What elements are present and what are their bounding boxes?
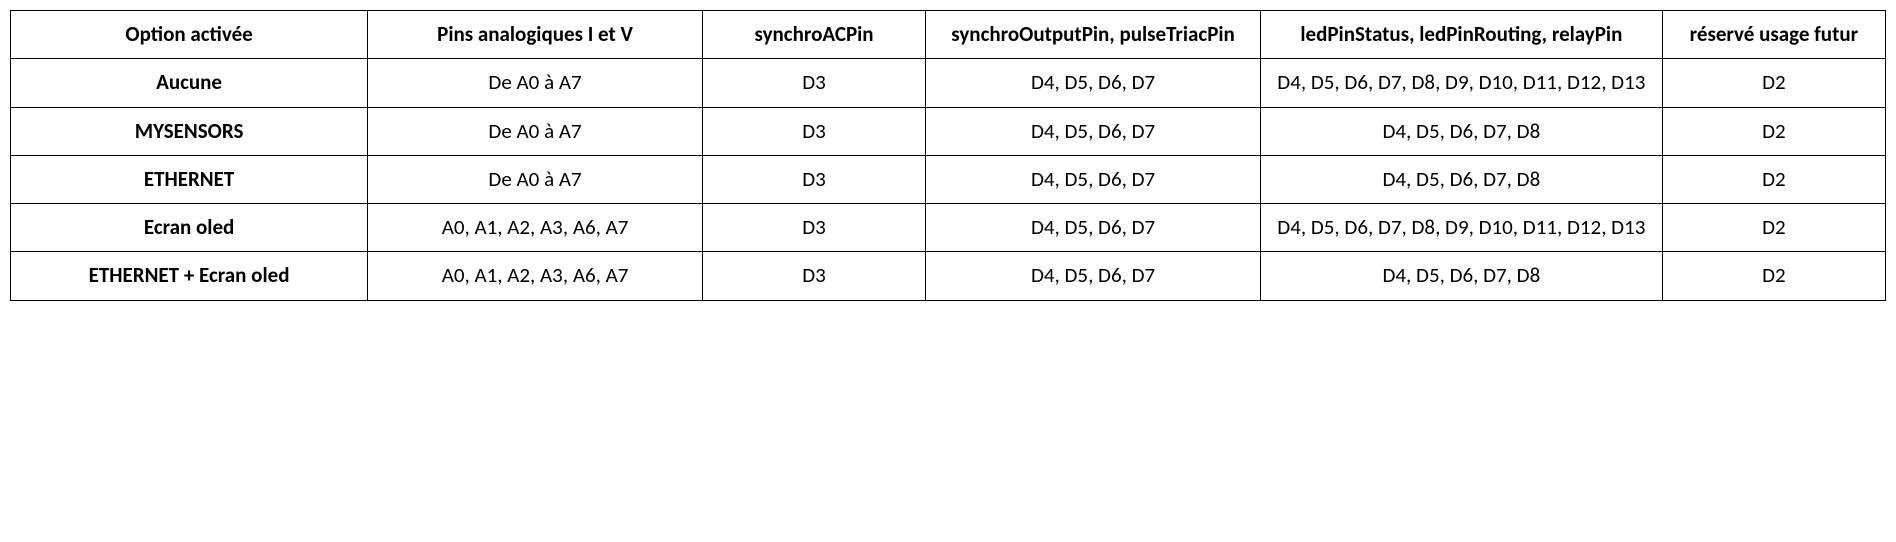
- cell-reserved: D2: [1662, 155, 1885, 203]
- cell-synchroout: D4, D5, D6, D7: [926, 59, 1261, 107]
- cell-synchroac: D3: [702, 204, 925, 252]
- table-header-row: Option activée Pins analogiques I et V s…: [11, 11, 1886, 59]
- col-header-analog: Pins analogiques I et V: [368, 11, 703, 59]
- col-header-synchroac: synchroACPin: [702, 11, 925, 59]
- cell-reserved: D2: [1662, 204, 1885, 252]
- table-row: MYSENSORS De A0 à A7 D3 D4, D5, D6, D7 D…: [11, 107, 1886, 155]
- cell-option: MYSENSORS: [11, 107, 368, 155]
- cell-option: ETHERNET + Ecran oled: [11, 252, 368, 300]
- cell-reserved: D2: [1662, 107, 1885, 155]
- cell-synchroac: D3: [702, 252, 925, 300]
- cell-led: D4, D5, D6, D7, D8: [1260, 107, 1662, 155]
- pin-options-table: Option activée Pins analogiques I et V s…: [10, 10, 1886, 301]
- cell-option: Aucune: [11, 59, 368, 107]
- cell-analog: A0, A1, A2, A3, A6, A7: [368, 204, 703, 252]
- cell-option: ETHERNET: [11, 155, 368, 203]
- cell-synchroac: D3: [702, 59, 925, 107]
- table-row: Ecran oled A0, A1, A2, A3, A6, A7 D3 D4,…: [11, 204, 1886, 252]
- cell-led: D4, D5, D6, D7, D8, D9, D10, D11, D12, D…: [1260, 59, 1662, 107]
- cell-synchroac: D3: [702, 107, 925, 155]
- cell-synchroac: D3: [702, 155, 925, 203]
- col-header-led: ledPinStatus, ledPinRouting, relayPin: [1260, 11, 1662, 59]
- cell-led: D4, D5, D6, D7, D8, D9, D10, D11, D12, D…: [1260, 204, 1662, 252]
- cell-synchroout: D4, D5, D6, D7: [926, 204, 1261, 252]
- table-row: ETHERNET De A0 à A7 D3 D4, D5, D6, D7 D4…: [11, 155, 1886, 203]
- cell-synchroout: D4, D5, D6, D7: [926, 155, 1261, 203]
- col-header-option: Option activée: [11, 11, 368, 59]
- cell-led: D4, D5, D6, D7, D8: [1260, 155, 1662, 203]
- cell-synchroout: D4, D5, D6, D7: [926, 107, 1261, 155]
- cell-option: Ecran oled: [11, 204, 368, 252]
- cell-analog: De A0 à A7: [368, 155, 703, 203]
- col-header-reserved: réservé usage futur: [1662, 11, 1885, 59]
- col-header-synchroout: synchroOutputPin, pulseTriacPin: [926, 11, 1261, 59]
- table-row: ETHERNET + Ecran oled A0, A1, A2, A3, A6…: [11, 252, 1886, 300]
- cell-reserved: D2: [1662, 252, 1885, 300]
- table-row: Aucune De A0 à A7 D3 D4, D5, D6, D7 D4, …: [11, 59, 1886, 107]
- cell-analog: De A0 à A7: [368, 107, 703, 155]
- cell-analog: De A0 à A7: [368, 59, 703, 107]
- cell-synchroout: D4, D5, D6, D7: [926, 252, 1261, 300]
- cell-led: D4, D5, D6, D7, D8: [1260, 252, 1662, 300]
- cell-analog: A0, A1, A2, A3, A6, A7: [368, 252, 703, 300]
- cell-reserved: D2: [1662, 59, 1885, 107]
